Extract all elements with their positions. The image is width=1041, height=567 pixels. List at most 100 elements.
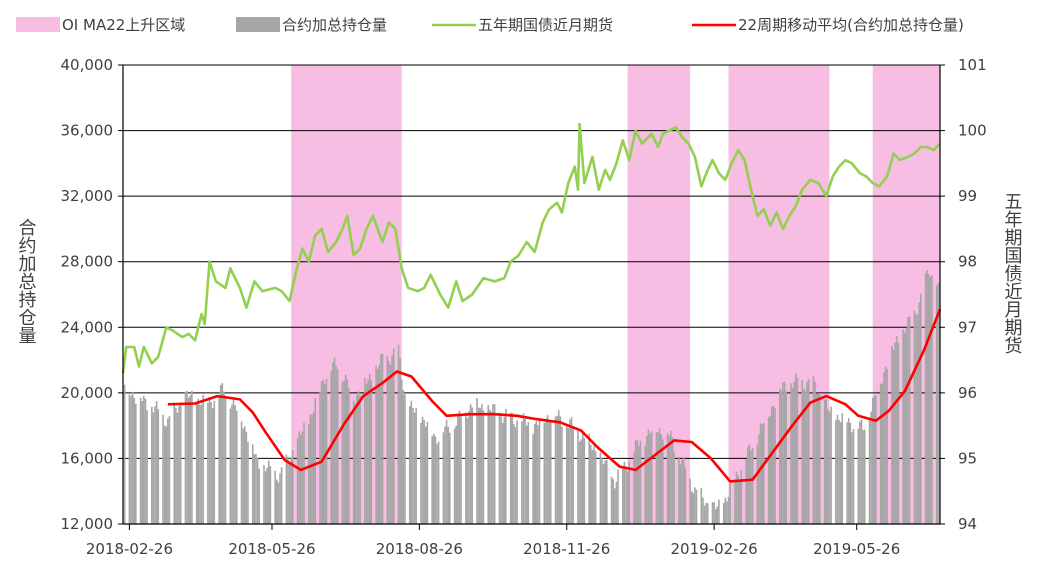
oi-bar [823, 399, 826, 524]
oi-bar [274, 470, 276, 524]
oi-bar [839, 422, 842, 524]
oi-bar [280, 467, 283, 524]
oi-bar [692, 493, 695, 524]
oi-bar [735, 471, 738, 524]
oi-bar [578, 441, 581, 524]
oi-bar [902, 329, 904, 524]
oi-bar [218, 395, 220, 524]
oi-bar [516, 420, 518, 524]
oi-bar [211, 408, 214, 524]
oi-bar [298, 431, 301, 524]
oi-bar [570, 417, 573, 524]
oi-bar [830, 406, 832, 524]
oi-bar [207, 402, 209, 524]
oi-bar [583, 437, 586, 524]
oi-bar [364, 377, 366, 524]
oi-bar [626, 471, 629, 524]
oi-bar [801, 380, 804, 524]
oi-bar [242, 428, 244, 524]
oi-bar [492, 403, 494, 524]
oi-bar [344, 374, 347, 524]
oi-bar [588, 433, 590, 524]
oi-bar [727, 496, 730, 524]
oi-bar [370, 380, 373, 524]
oi-bar [779, 388, 781, 524]
oi-bar [432, 433, 435, 524]
oi-bar [465, 412, 467, 524]
oi-bar [481, 404, 483, 524]
oi-bar [453, 428, 456, 524]
oi-bar [437, 441, 440, 524]
oi-bar [468, 410, 470, 524]
oi-bar [581, 433, 584, 524]
oi-bar [716, 506, 719, 524]
oi-bar [224, 395, 227, 524]
oi-bar [175, 407, 177, 524]
oi-bar [335, 365, 337, 524]
oi-bar [791, 387, 794, 524]
y-right-tick-label: 99 [958, 187, 977, 205]
oi-bar [897, 342, 900, 524]
oi-bar [191, 390, 193, 524]
oi-bar [296, 438, 299, 524]
oi-bar [176, 412, 179, 524]
oi-bar [501, 422, 504, 524]
oi-bar [737, 475, 739, 524]
oi-bar [577, 430, 579, 524]
oi-bar [279, 473, 281, 524]
oi-bar [622, 466, 624, 524]
oi-bar [601, 457, 603, 524]
oi-bar [841, 413, 844, 524]
oi-bar [522, 413, 525, 524]
oi-bar [400, 379, 403, 524]
oi-bar [415, 408, 417, 524]
oi-bar [817, 393, 820, 524]
oi-bar [660, 434, 663, 524]
oi-bar [312, 411, 315, 524]
oi-bar [155, 401, 158, 524]
oi-bar [533, 423, 536, 524]
oi-bar [146, 410, 148, 524]
oi-bar [208, 396, 211, 524]
y-left-tick-label: 24,000 [61, 318, 114, 336]
x-tick-label: 2018-02-26 [86, 540, 173, 558]
oi-bar [455, 425, 458, 524]
x-tick-label: 2018-08-26 [376, 540, 463, 558]
oi-bar [311, 414, 313, 524]
oi-bar [931, 275, 933, 524]
y-right-tick-label: 100 [958, 122, 987, 140]
oi-bar [711, 501, 714, 524]
oi-bar [690, 491, 693, 524]
oi-bar [738, 479, 741, 524]
oi-bar [511, 413, 514, 524]
oi-bar [746, 447, 749, 524]
oi-bar [679, 464, 682, 524]
oi-bar [424, 426, 427, 524]
oi-bar [718, 499, 720, 524]
oi-bar [803, 388, 805, 524]
oi-bar [662, 439, 664, 524]
oi-bar [724, 497, 727, 524]
oi-bar [883, 372, 885, 524]
oi-bar [368, 374, 371, 524]
oi-bar [670, 430, 672, 524]
oi-bar [806, 381, 808, 524]
oi-bar [849, 422, 852, 524]
legend-item-ma: 22周期移动平均(合约加总持仓量) [692, 16, 964, 34]
oi-bar [750, 450, 752, 524]
oi-bar [559, 416, 562, 524]
legend-label-bars: 合约加总持仓量 [282, 16, 387, 34]
oi-bar [682, 457, 685, 524]
oi-bar [232, 398, 235, 524]
oi-bar [184, 391, 187, 524]
oi-bar [143, 395, 145, 524]
oi-bar [694, 487, 696, 524]
oi-bar [639, 440, 642, 524]
oi-bar [199, 404, 201, 524]
oi-bar [235, 410, 238, 524]
oi-bar [197, 398, 200, 524]
oi-bar [151, 406, 153, 524]
oi-bar [288, 463, 291, 524]
oi-bar [919, 293, 922, 524]
oi-bar [513, 424, 515, 524]
